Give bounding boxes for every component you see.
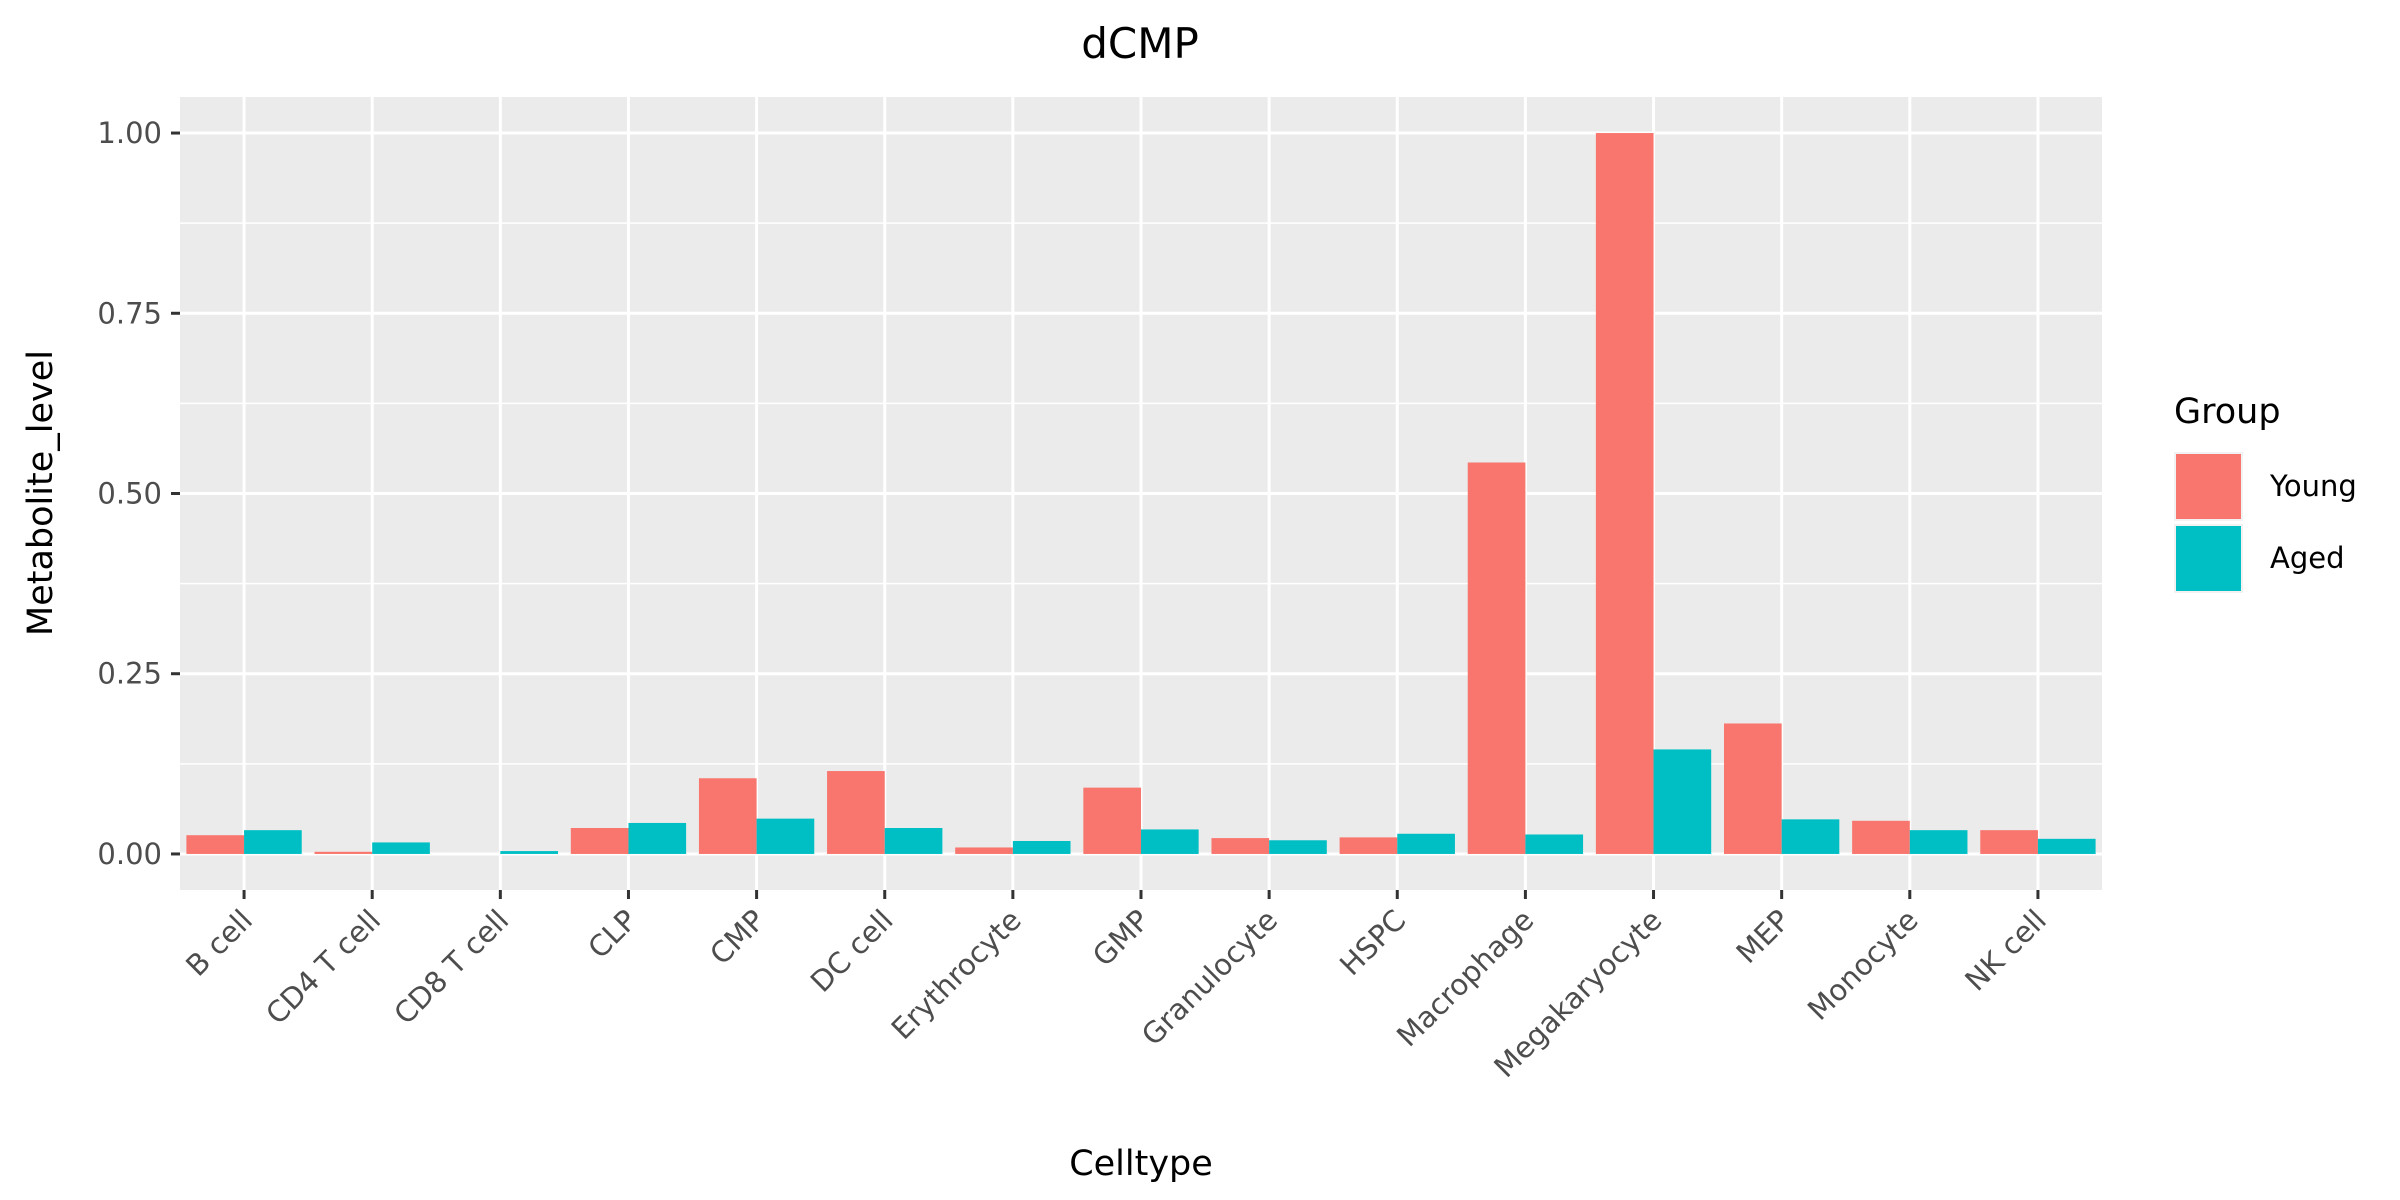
bar-aged	[1012, 840, 1071, 854]
bar-young	[1595, 133, 1654, 854]
y-tick-label: 0.00	[97, 837, 162, 871]
y-tick-label: 0.75	[97, 296, 162, 330]
y-tick-label: 0.25	[97, 657, 162, 691]
bar-young	[314, 851, 373, 854]
bar-aged	[1525, 834, 1584, 854]
x-tick-label: CMP	[703, 903, 771, 971]
bar-young	[1083, 787, 1141, 854]
bar-aged	[1909, 830, 1968, 854]
bar-aged	[372, 842, 430, 854]
bar-young	[1467, 462, 1526, 854]
bar-young	[1724, 723, 1782, 854]
chart-title: dCMP	[1081, 19, 1199, 68]
bar-young	[570, 828, 629, 854]
y-axis-title: Metabolite_level	[21, 350, 61, 636]
x-tick-label: CD4 T cell	[259, 903, 387, 1031]
legend-key-aged	[2176, 526, 2241, 591]
y-axis: 0.00 0.25 0.50 0.75 1.00	[97, 116, 180, 871]
bar-aged	[1397, 833, 1455, 854]
bar-aged	[1269, 840, 1327, 854]
bars	[186, 133, 2096, 854]
bar-aged	[756, 818, 815, 854]
legend-key-young	[2176, 454, 2241, 519]
legend-label-aged: Aged	[2270, 541, 2345, 575]
bar-aged	[500, 851, 558, 854]
x-axis-title: Celltype	[1069, 1144, 1213, 1184]
bar-aged	[884, 828, 943, 854]
y-tick-label: 0.50	[97, 477, 162, 511]
x-tick-label: Erythrocyte	[885, 903, 1028, 1046]
legend: Group Young Aged	[2174, 392, 2357, 593]
bar-young	[1339, 837, 1398, 854]
x-tick-label: Granulocyte	[1135, 903, 1284, 1052]
x-tick-label: DC cell	[804, 903, 900, 999]
x-tick-label: HSPC	[1333, 903, 1412, 982]
bar-aged	[1653, 749, 1712, 854]
x-tick-label: GMP	[1086, 903, 1156, 973]
x-axis: B cell CD4 T cell CD8 T cell CLP CMP DC cellE…	[179, 890, 2053, 1084]
bar-young	[1211, 838, 1270, 854]
x-tick-label: CD8 T cell	[387, 903, 515, 1031]
x-tick-label: B cell	[179, 903, 259, 983]
x-tick-label: Monocyte	[1801, 903, 1925, 1027]
bar-aged	[1141, 829, 1199, 854]
bar-aged	[2037, 838, 2096, 854]
bar-aged	[628, 822, 687, 854]
y-tick-label: 1.00	[97, 116, 162, 150]
x-tick-label: NK cell	[1958, 903, 2053, 998]
x-tick-label: MEP	[1730, 903, 1797, 970]
x-tick-label: CLP	[581, 903, 643, 965]
bar-young	[1980, 830, 2038, 854]
bar-aged	[1781, 819, 1840, 854]
bar-aged	[244, 830, 302, 854]
bar-young	[1852, 820, 1910, 854]
bar-young	[827, 771, 885, 854]
legend-title: Group	[2174, 392, 2281, 432]
bar-young	[186, 835, 245, 854]
bar-young	[698, 778, 757, 854]
legend-label-young: Young	[2269, 469, 2357, 503]
bar-young	[955, 847, 1013, 854]
